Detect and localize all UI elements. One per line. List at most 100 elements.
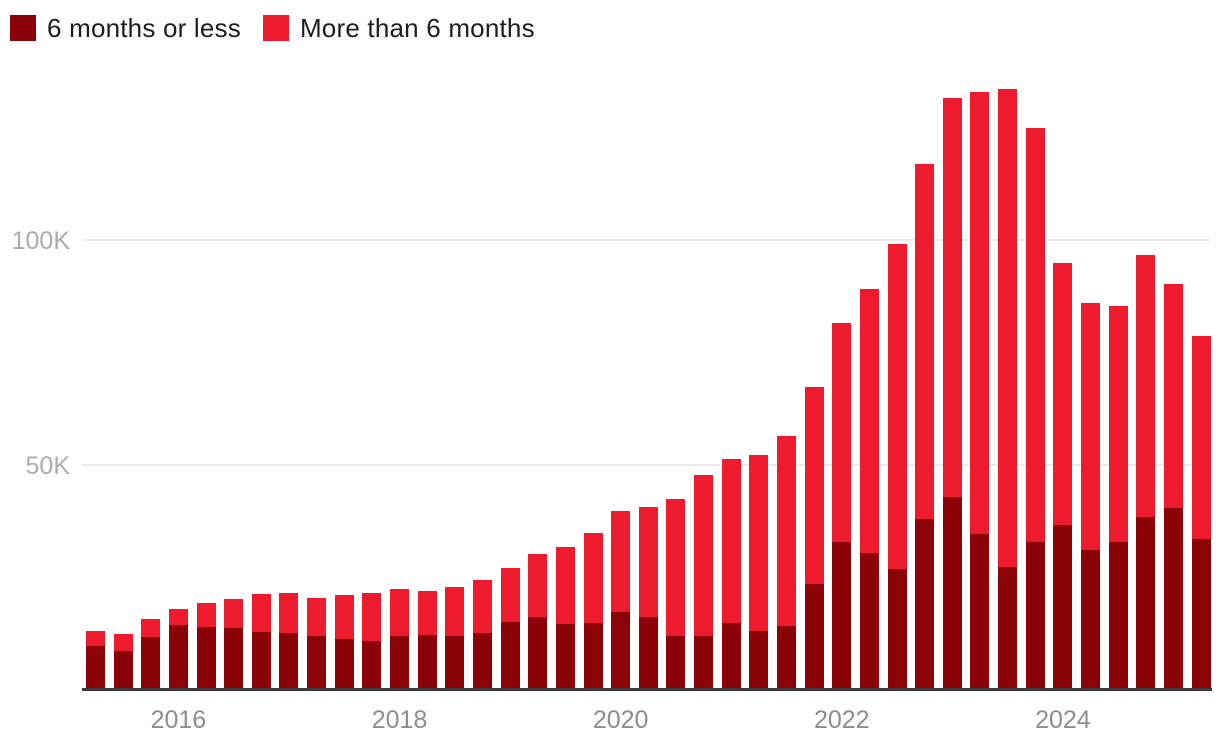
segment-6-months-or-less <box>1025 541 1045 690</box>
segment-6-months-or-less <box>196 627 216 690</box>
stacked-bar-2019-q1 <box>500 568 520 690</box>
stacked-bar-2024-q1 <box>1053 262 1073 690</box>
segment-more-than-6-months <box>666 499 686 636</box>
chart-legend: 6 months or less More than 6 months <box>10 14 535 42</box>
segment-more-than-6-months <box>1108 306 1128 542</box>
segment-6-months-or-less <box>168 625 188 690</box>
segment-6-months-or-less <box>1053 525 1073 690</box>
stacked-bar-2021-q2 <box>749 454 769 690</box>
segment-6-months-or-less <box>638 617 658 690</box>
segment-more-than-6-months <box>141 618 161 637</box>
segment-more-than-6-months <box>196 603 216 627</box>
x-axis-label-2020: 2020 <box>592 706 649 734</box>
stacked-bar-2018-q1 <box>390 589 410 690</box>
segment-more-than-6-months <box>915 163 935 519</box>
x-axis-baseline <box>82 688 1212 691</box>
segment-6-months-or-less <box>445 636 465 690</box>
legend-label-6-months-or-less: 6 months or less <box>47 13 241 43</box>
stacked-bar-2020-q4 <box>694 475 714 690</box>
x-axis-label-2022: 2022 <box>813 706 870 734</box>
stacked-bar-2023-q1 <box>942 97 962 690</box>
segment-more-than-6-months <box>583 532 603 623</box>
stacked-bar-2016-q2 <box>196 603 216 690</box>
segment-6-months-or-less <box>804 584 824 690</box>
segment-more-than-6-months <box>362 592 382 641</box>
stacked-bar-2017-q3 <box>334 595 354 690</box>
stacked-bar-2016-q1 <box>168 609 188 690</box>
segment-6-months-or-less <box>307 636 327 690</box>
stacked-bar-2017-q1 <box>279 592 299 690</box>
legend-label-more-than-6-months: More than 6 months <box>299 13 535 43</box>
segment-6-months-or-less <box>1191 538 1211 690</box>
stacked-bar-2015-q3 <box>113 634 133 690</box>
segment-more-than-6-months <box>445 586 465 636</box>
stacked-bar-2016-q3 <box>224 599 244 690</box>
stacked-bar-2024-q4 <box>1136 254 1156 690</box>
segment-more-than-6-months <box>804 387 824 585</box>
segment-more-than-6-months <box>390 589 410 636</box>
stacked-bar-2018-q2 <box>417 591 437 690</box>
legend-swatch-dark <box>10 15 36 41</box>
segment-6-months-or-less <box>721 623 741 690</box>
y-axis-label-50k: 50K <box>25 452 70 480</box>
segment-6-months-or-less <box>86 645 105 690</box>
stacked-bar-2023-q2 <box>970 91 990 690</box>
segment-more-than-6-months <box>721 459 741 624</box>
segment-6-months-or-less <box>113 650 133 690</box>
stacked-bar-2023-q4 <box>1025 127 1045 690</box>
stacked-bar-2019-q4 <box>583 532 603 690</box>
segment-6-months-or-less <box>887 569 907 690</box>
segment-more-than-6-months <box>86 631 105 646</box>
segment-6-months-or-less <box>334 639 354 690</box>
segment-6-months-or-less <box>832 541 852 690</box>
stacked-bar-2015-q4 <box>141 618 161 690</box>
stacked-bar-2018-q3 <box>445 586 465 690</box>
segment-6-months-or-less <box>915 518 935 690</box>
segment-more-than-6-months <box>113 634 133 651</box>
stacked-bar-2019-q2 <box>528 554 548 690</box>
segment-6-months-or-less <box>1108 541 1128 690</box>
stacked-bar-2022-q4 <box>915 163 935 690</box>
segment-more-than-6-months <box>859 289 879 554</box>
segment-more-than-6-months <box>500 568 520 623</box>
segment-more-than-6-months <box>168 609 188 626</box>
segment-more-than-6-months <box>1081 303 1101 551</box>
segment-more-than-6-months <box>334 595 354 640</box>
stacked-bar-2020-q1 <box>611 510 631 690</box>
stacked-bar-2016-q4 <box>251 594 271 690</box>
segment-more-than-6-months <box>1136 254 1156 518</box>
segment-more-than-6-months <box>1191 335 1211 539</box>
segment-6-months-or-less <box>251 631 271 690</box>
stacked-bar-2025-q2 <box>1191 335 1211 690</box>
stacked-bar-2022-q2 <box>859 289 879 690</box>
stacked-bar-2025-q1 <box>1163 284 1183 690</box>
stacked-bar-2017-q4 <box>362 592 382 690</box>
segment-6-months-or-less <box>279 632 299 690</box>
segment-more-than-6-months <box>279 592 299 633</box>
stacked-bar-2018-q4 <box>472 580 492 690</box>
y-axis-label-100k: 100K <box>11 227 70 255</box>
segment-more-than-6-months <box>1163 284 1183 509</box>
gridline-50k <box>82 464 1210 466</box>
x-axis-label-2024: 2024 <box>1035 706 1091 734</box>
segment-6-months-or-less <box>749 631 769 690</box>
segment-6-months-or-less <box>1163 508 1183 690</box>
segment-more-than-6-months <box>611 510 631 613</box>
legend-item-6-months-or-less: 6 months or less <box>10 14 241 42</box>
segment-6-months-or-less <box>1136 517 1156 690</box>
stacked-bar-2020-q3 <box>666 499 686 690</box>
segment-more-than-6-months <box>224 599 244 628</box>
x-axis-label-2018: 2018 <box>371 706 428 734</box>
segment-more-than-6-months <box>998 88 1018 568</box>
segment-6-months-or-less <box>942 496 962 690</box>
segment-more-than-6-months <box>472 580 492 633</box>
segment-more-than-6-months <box>417 591 437 636</box>
segment-more-than-6-months <box>694 475 714 637</box>
stacked-bar-2024-q2 <box>1081 303 1101 690</box>
segment-6-months-or-less <box>390 636 410 690</box>
stacked-bar-2015-q2 <box>86 631 105 690</box>
segment-6-months-or-less <box>1081 550 1101 690</box>
segment-more-than-6-months <box>1025 127 1045 542</box>
segment-more-than-6-months <box>638 506 658 618</box>
gridline-100k <box>82 239 1210 241</box>
